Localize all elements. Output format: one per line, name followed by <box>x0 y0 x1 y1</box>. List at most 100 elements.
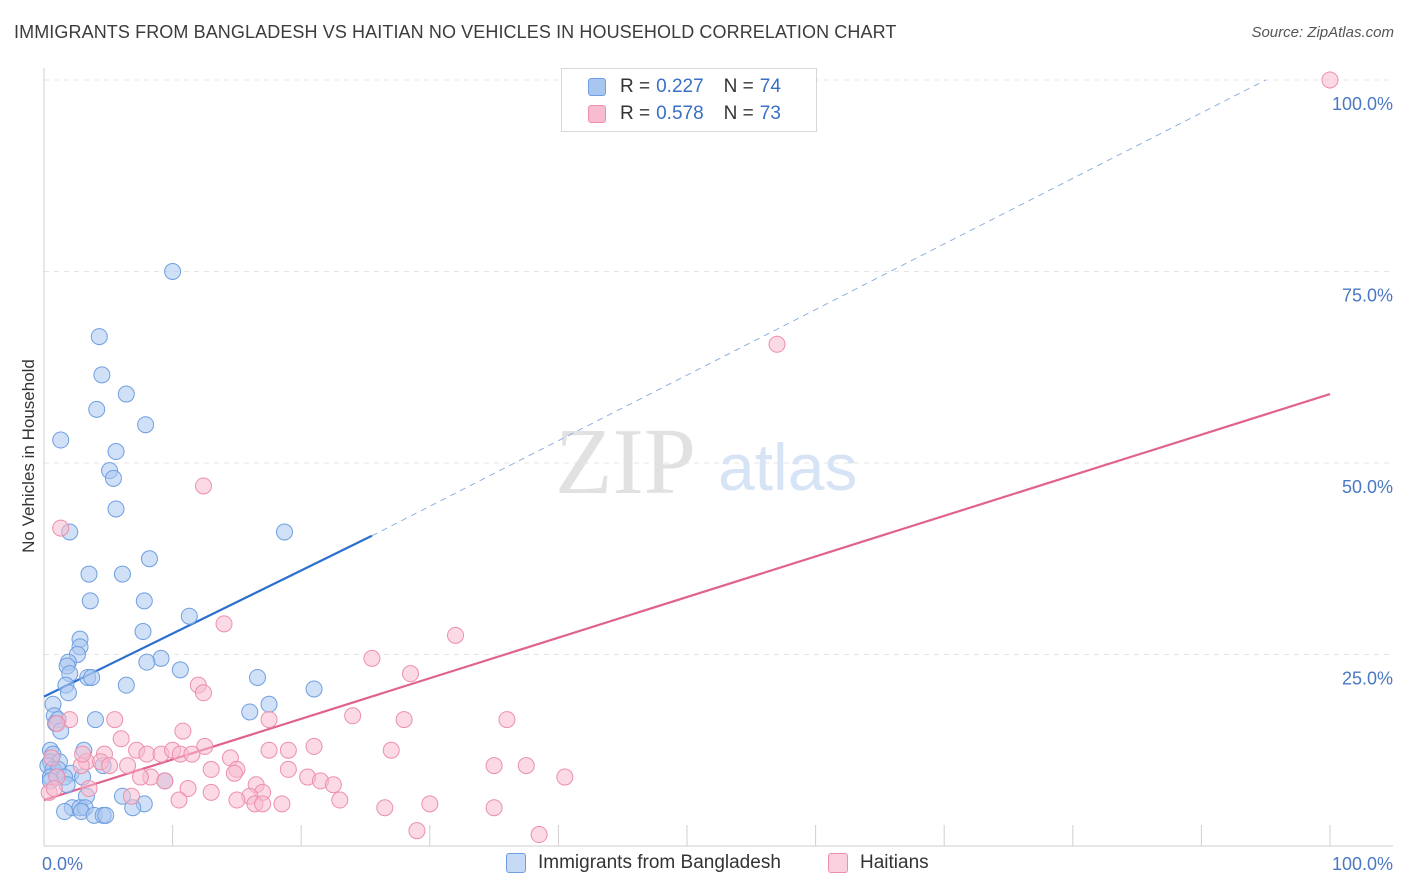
point-bangladesh <box>275 523 293 541</box>
point-bangladesh <box>180 607 198 625</box>
point-haitians <box>228 791 246 809</box>
legend-r-value: 0.227 <box>656 76 704 97</box>
point-haitians <box>74 745 92 763</box>
trend-line-haitians <box>43 393 1331 802</box>
point-bangladesh <box>83 668 101 686</box>
point-bangladesh <box>80 565 98 583</box>
grid-lines <box>44 79 1393 655</box>
point-haitians <box>225 764 243 782</box>
trend-extension-bangladesh <box>371 79 1266 537</box>
point-haitians <box>556 768 574 786</box>
point-bangladesh <box>104 469 122 487</box>
legend-r-label: R = <box>620 103 651 124</box>
point-haitians <box>80 780 98 798</box>
point-haitians <box>196 737 214 755</box>
point-bangladesh <box>248 668 266 686</box>
point-haitians <box>485 757 503 775</box>
data-points <box>39 71 1339 844</box>
point-haitians <box>52 519 70 537</box>
point-haitians <box>1321 71 1339 89</box>
point-haitians <box>156 772 174 790</box>
point-haitians <box>517 757 535 775</box>
point-haitians <box>279 760 297 778</box>
point-bangladesh <box>56 803 74 821</box>
legend-n-label: N = <box>723 76 754 97</box>
point-haitians <box>324 776 342 794</box>
x-tick-label: 0.0% <box>42 854 83 874</box>
x-tick-labels: 0.0% 100.0% <box>42 854 1393 874</box>
point-haitians <box>260 741 278 759</box>
point-haitians <box>485 799 503 817</box>
point-haitians <box>45 780 63 798</box>
y-tick-labels: 25.0% 50.0% 75.0% 100.0% <box>1332 94 1393 689</box>
point-haitians <box>179 780 197 798</box>
series-swatch-bangladesh <box>506 853 526 873</box>
point-bangladesh <box>260 695 278 713</box>
point-haitians <box>344 707 362 725</box>
point-haitians <box>530 826 548 844</box>
watermark-zip: ZIP <box>555 410 696 514</box>
point-haitians <box>331 791 349 809</box>
correlation-legend: R = 0.227 N = 74 R = 0.578 N = 73 <box>561 68 817 132</box>
legend-n-label: N = <box>723 103 754 124</box>
trend-line-bangladesh <box>43 534 373 698</box>
point-haitians <box>138 745 156 763</box>
point-bangladesh <box>97 806 115 824</box>
point-haitians <box>122 787 140 805</box>
point-haitians <box>260 711 278 729</box>
legend-n-value: 73 <box>759 103 781 124</box>
point-bangladesh <box>140 550 158 568</box>
point-haitians <box>215 615 233 633</box>
point-bangladesh <box>138 653 156 671</box>
series-label-bangladesh: Immigrants from Bangladesh <box>538 852 781 873</box>
legend-r-label: R = <box>620 76 651 97</box>
series-legend-bangladesh[interactable]: Immigrants from Bangladesh <box>506 852 781 874</box>
point-bangladesh <box>137 416 155 434</box>
point-haitians <box>170 791 188 809</box>
point-haitians <box>363 649 381 667</box>
point-haitians <box>376 799 394 817</box>
point-bangladesh <box>107 443 125 461</box>
source-label: Source: ZipAtlas.com <box>1251 24 1394 41</box>
point-haitians <box>112 730 130 748</box>
chart-title: IMMIGRANTS FROM BANGLADESH VS HAITIAN NO… <box>14 22 897 42</box>
point-bangladesh <box>135 592 153 610</box>
point-bangladesh <box>52 431 70 449</box>
point-haitians <box>421 795 439 813</box>
series-legend: Immigrants from Bangladesh Haitians <box>0 852 1406 876</box>
point-haitians <box>48 714 66 732</box>
point-haitians <box>447 626 465 644</box>
point-haitians <box>768 335 786 353</box>
y-tick-label: 100.0% <box>1332 94 1393 114</box>
series-label-haitians: Haitians <box>860 852 929 873</box>
point-haitians <box>498 711 516 729</box>
series-legend-haitians[interactable]: Haitians <box>828 852 929 874</box>
trend-lines <box>43 79 1331 802</box>
y-tick-label: 50.0% <box>1342 477 1393 497</box>
point-haitians <box>101 757 119 775</box>
point-bangladesh <box>107 500 125 518</box>
point-bangladesh <box>171 661 189 679</box>
point-bangladesh <box>305 680 323 698</box>
point-haitians <box>106 711 124 729</box>
point-bangladesh <box>164 263 182 280</box>
point-haitians <box>254 795 272 813</box>
point-haitians <box>194 684 212 702</box>
point-bangladesh <box>117 676 135 694</box>
point-bangladesh <box>90 328 108 346</box>
point-haitians <box>408 822 426 840</box>
legend-swatch-haitians <box>588 105 606 123</box>
point-haitians <box>202 760 220 778</box>
point-bangladesh <box>81 592 99 610</box>
legend-row-bangladesh: R = 0.227 N = 74 <box>588 75 781 99</box>
point-haitians <box>194 477 212 495</box>
y-tick-label: 75.0% <box>1342 286 1393 306</box>
legend-n-value: 74 <box>759 76 781 97</box>
legend-swatch-bangladesh <box>588 78 606 96</box>
point-haitians <box>131 768 149 786</box>
point-haitians <box>273 795 291 813</box>
point-bangladesh <box>152 649 170 667</box>
point-haitians <box>183 745 201 763</box>
point-haitians <box>305 737 323 755</box>
point-haitians <box>402 665 420 683</box>
